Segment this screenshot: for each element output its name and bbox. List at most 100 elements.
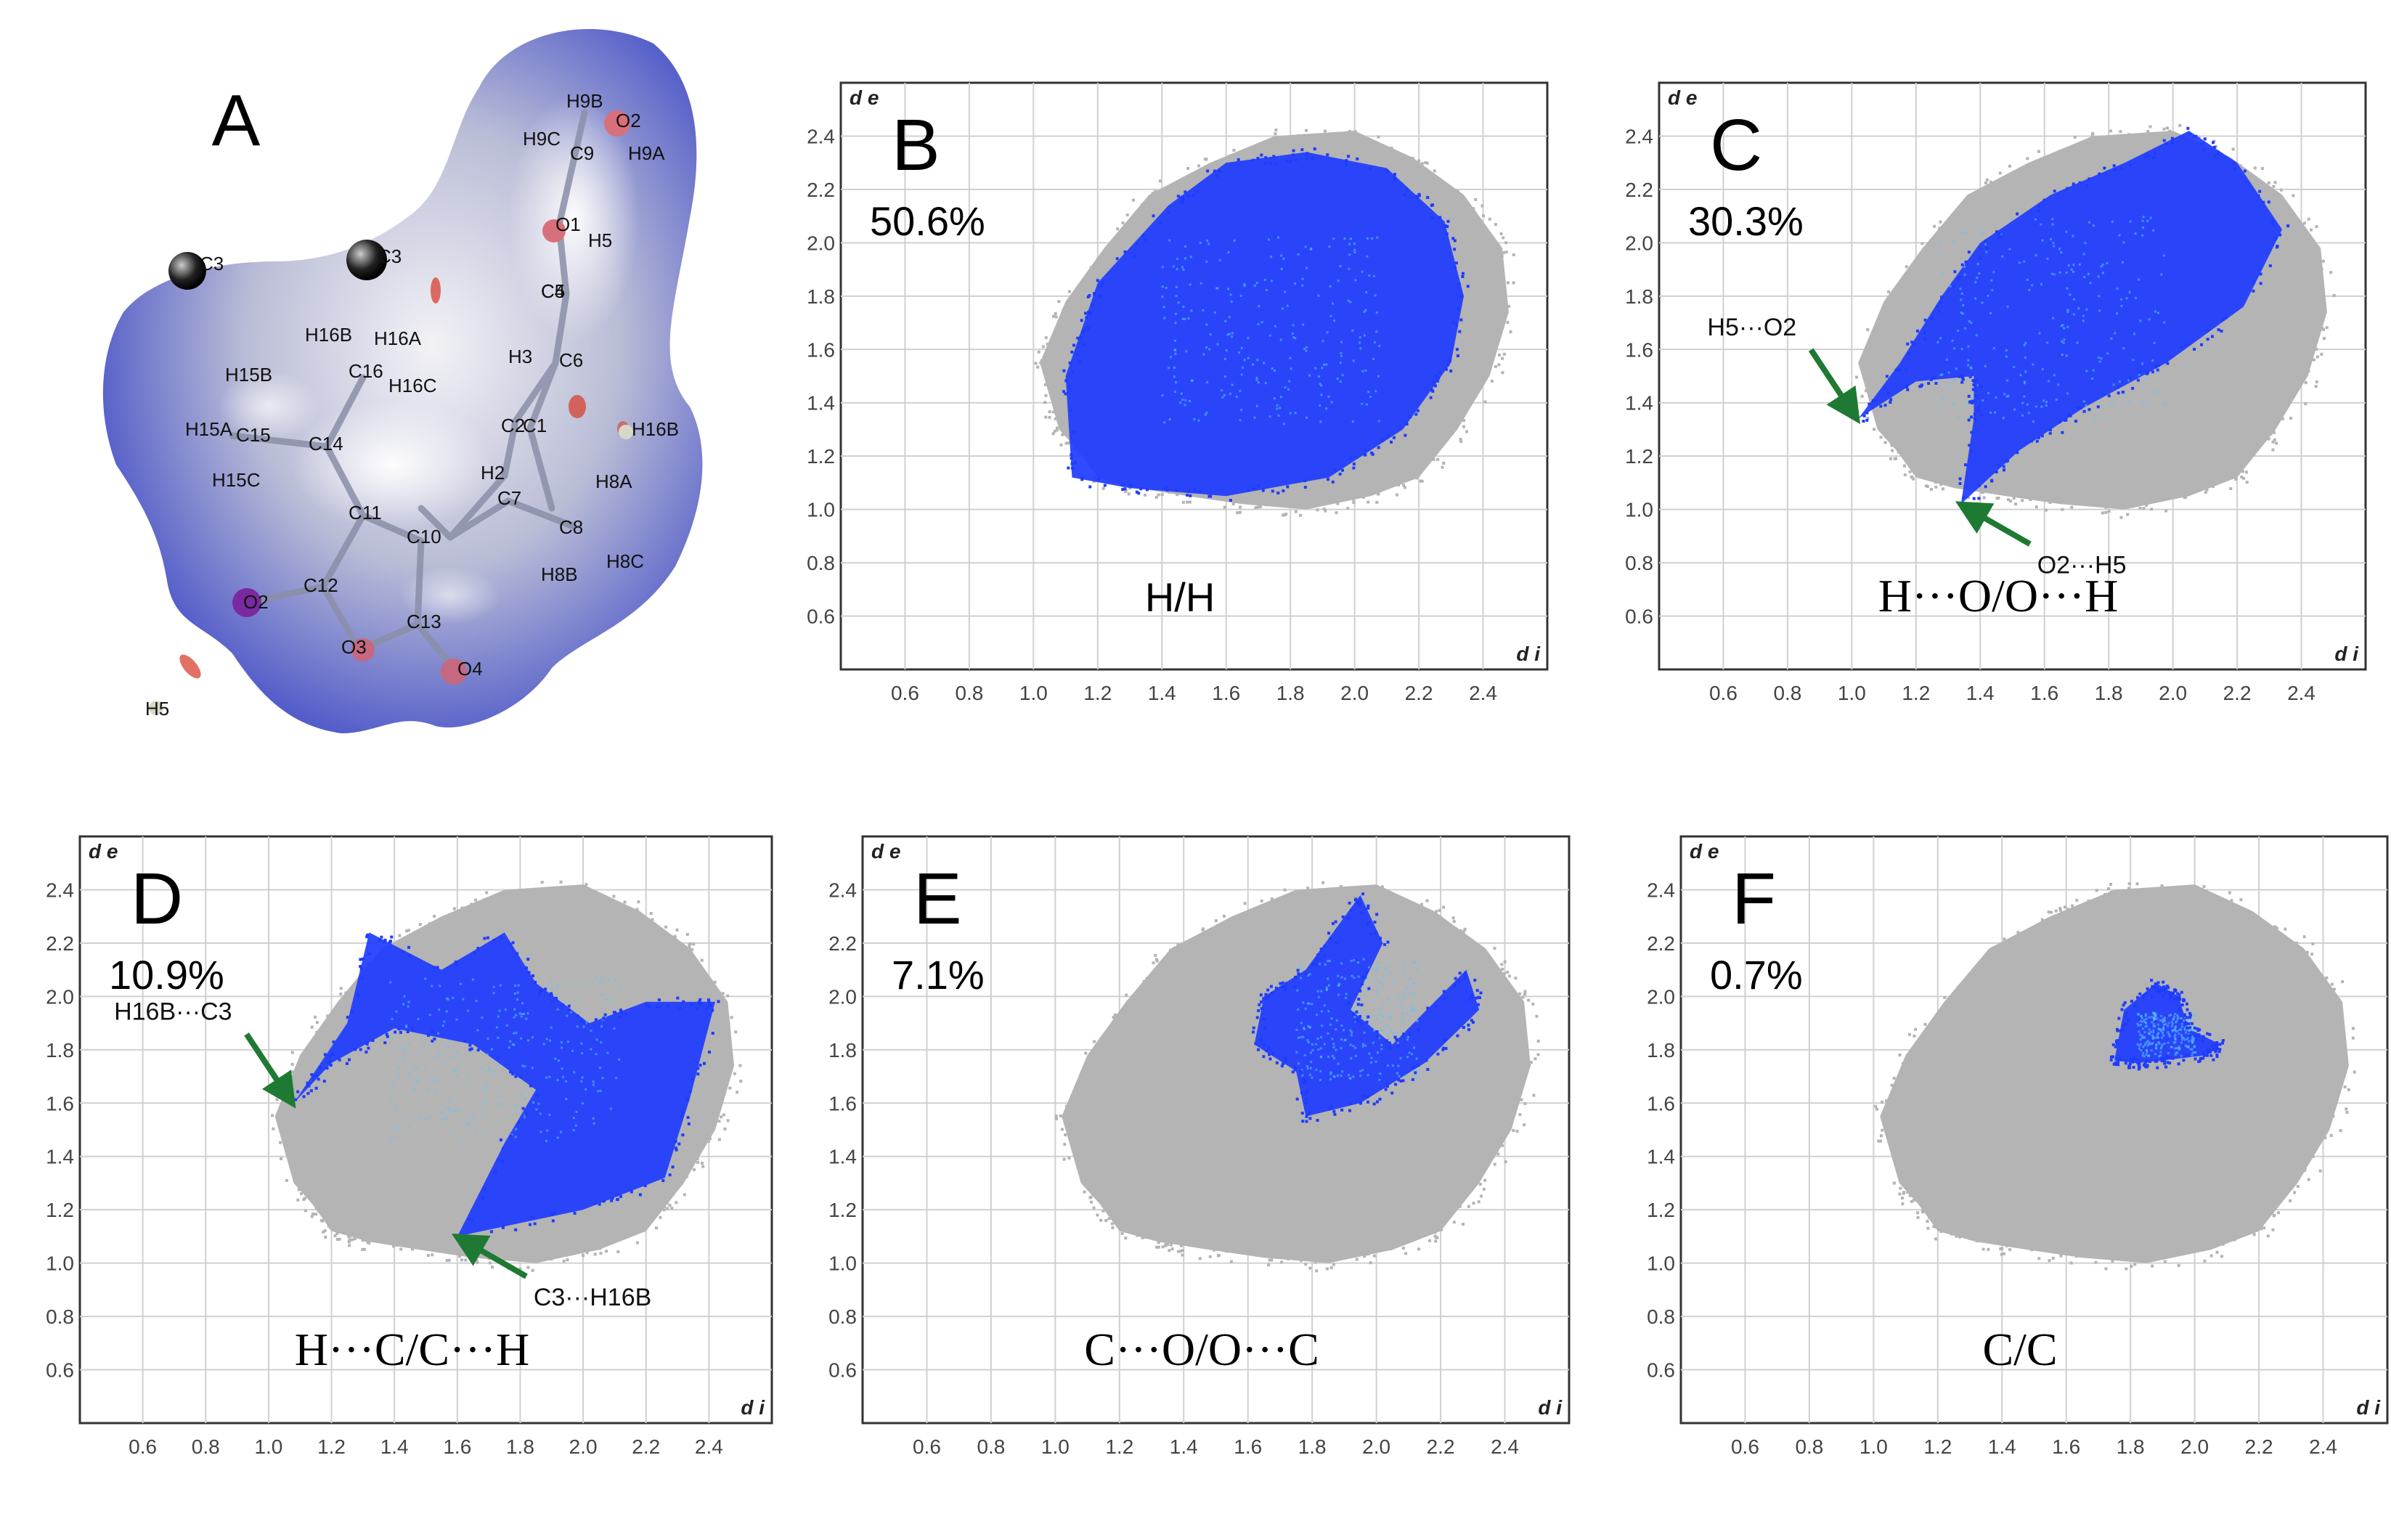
cloud-point <box>2295 941 2299 945</box>
contact-point <box>2145 1054 2148 1056</box>
cloud-point <box>738 1064 742 1067</box>
cloud-point <box>1064 311 1067 315</box>
contact-point <box>2117 1056 2120 1060</box>
cloud-point <box>299 1192 303 1196</box>
contact-point <box>455 1075 458 1077</box>
contact-point <box>1316 1014 1319 1017</box>
contact-point <box>2212 145 2216 149</box>
cloud-point <box>692 942 696 946</box>
contact-point <box>2024 382 2027 385</box>
contact-point <box>1438 216 1442 219</box>
contact-point <box>444 1116 447 1119</box>
y-tick-label: 1.0 <box>807 499 835 521</box>
contact-point <box>1161 394 1164 397</box>
contact-point <box>1985 247 1989 250</box>
contact-point <box>1475 996 1478 1000</box>
contact-point <box>611 1197 614 1200</box>
contact-point <box>2064 418 2068 422</box>
contact-point <box>2120 298 2123 301</box>
contact-point <box>1967 418 1971 422</box>
contact-point <box>1457 307 1460 311</box>
contact-point <box>2193 1051 2196 1054</box>
cloud-point <box>1877 1139 1881 1143</box>
contact-point <box>686 1116 690 1120</box>
x-tick-label: 1.8 <box>2117 1435 2145 1458</box>
contact-point <box>398 1067 401 1070</box>
contact-point <box>1340 962 1343 965</box>
contact-point <box>2143 386 2146 388</box>
contact-point <box>1300 1069 1303 1072</box>
contact-point <box>1133 254 1136 258</box>
cloud-point <box>598 1247 602 1250</box>
contact-point <box>1206 169 1210 173</box>
contact-point <box>1308 1026 1311 1029</box>
cloud-point <box>2284 927 2287 931</box>
cloud-point <box>452 907 456 910</box>
cloud-point <box>722 1013 726 1017</box>
contact-point <box>535 1094 539 1098</box>
contact-point <box>1309 1067 1312 1070</box>
contact-point <box>2178 993 2181 997</box>
contact-point <box>1064 379 1068 383</box>
contact-point <box>697 1001 701 1004</box>
contact-point <box>1240 373 1243 376</box>
contact-point <box>2138 992 2142 995</box>
cloud-point <box>2286 395 2290 399</box>
contact-point <box>1256 359 1259 362</box>
cloud-point <box>322 1230 325 1234</box>
oxygen-atom <box>441 659 467 685</box>
contact-point <box>2156 1023 2159 1026</box>
contact-point <box>502 1147 505 1151</box>
contact-point <box>1378 1078 1381 1081</box>
contact-point <box>1446 224 1449 228</box>
cloud-point <box>1258 505 1262 509</box>
cloud-point <box>1492 974 1496 978</box>
contact-point <box>407 1001 410 1003</box>
contact-point <box>424 977 427 980</box>
contact-point <box>1953 270 1957 274</box>
cloud-point <box>1460 1192 1464 1196</box>
contact-point <box>2152 1024 2155 1027</box>
contact-point <box>2046 341 2049 344</box>
cloud-point <box>1180 1244 1184 1247</box>
cloud-point <box>1992 1239 1996 1242</box>
contact-point <box>1368 1052 1371 1055</box>
contact-point <box>1386 998 1389 1001</box>
contact-point <box>681 1111 685 1115</box>
cloud-point <box>2122 892 2126 895</box>
red-spot <box>569 395 586 418</box>
cloud-point <box>1166 1237 1170 1240</box>
contact-point <box>2139 1033 2142 1036</box>
cloud-point <box>1059 1114 1062 1117</box>
contact-point <box>2140 1049 2143 1052</box>
contact-point <box>2194 1051 2197 1054</box>
contact-point <box>1168 367 1170 370</box>
contact-point <box>1304 1101 1308 1104</box>
contact-point <box>1180 195 1184 199</box>
cloud-point <box>297 1182 301 1186</box>
contact-point <box>2158 1028 2161 1031</box>
x-tick-label: 2.2 <box>632 1435 660 1458</box>
cloud-point <box>1434 1239 1438 1243</box>
contact-point <box>1327 1010 1330 1013</box>
contact-point <box>1942 272 1944 274</box>
contact-point <box>1991 289 1994 292</box>
contact-point <box>1886 392 1890 396</box>
cloud-point <box>709 984 713 987</box>
contact-point <box>2206 338 2209 341</box>
contact-point <box>361 957 364 961</box>
cloud-point <box>593 1252 597 1256</box>
cloud-point <box>1932 477 1936 481</box>
contact-point <box>1977 497 1981 500</box>
contact-point <box>1968 400 1971 404</box>
contact-point <box>595 1053 598 1056</box>
cloud-point <box>2345 1107 2348 1111</box>
cloud-point <box>2221 1242 2225 1246</box>
contact-point <box>439 985 441 987</box>
cloud-point <box>2029 930 2033 934</box>
contact-point <box>2179 1019 2183 1022</box>
contact-point <box>523 1116 526 1119</box>
cloud-point <box>696 964 700 968</box>
contact-point <box>1233 239 1236 242</box>
contact-point <box>1268 334 1271 337</box>
